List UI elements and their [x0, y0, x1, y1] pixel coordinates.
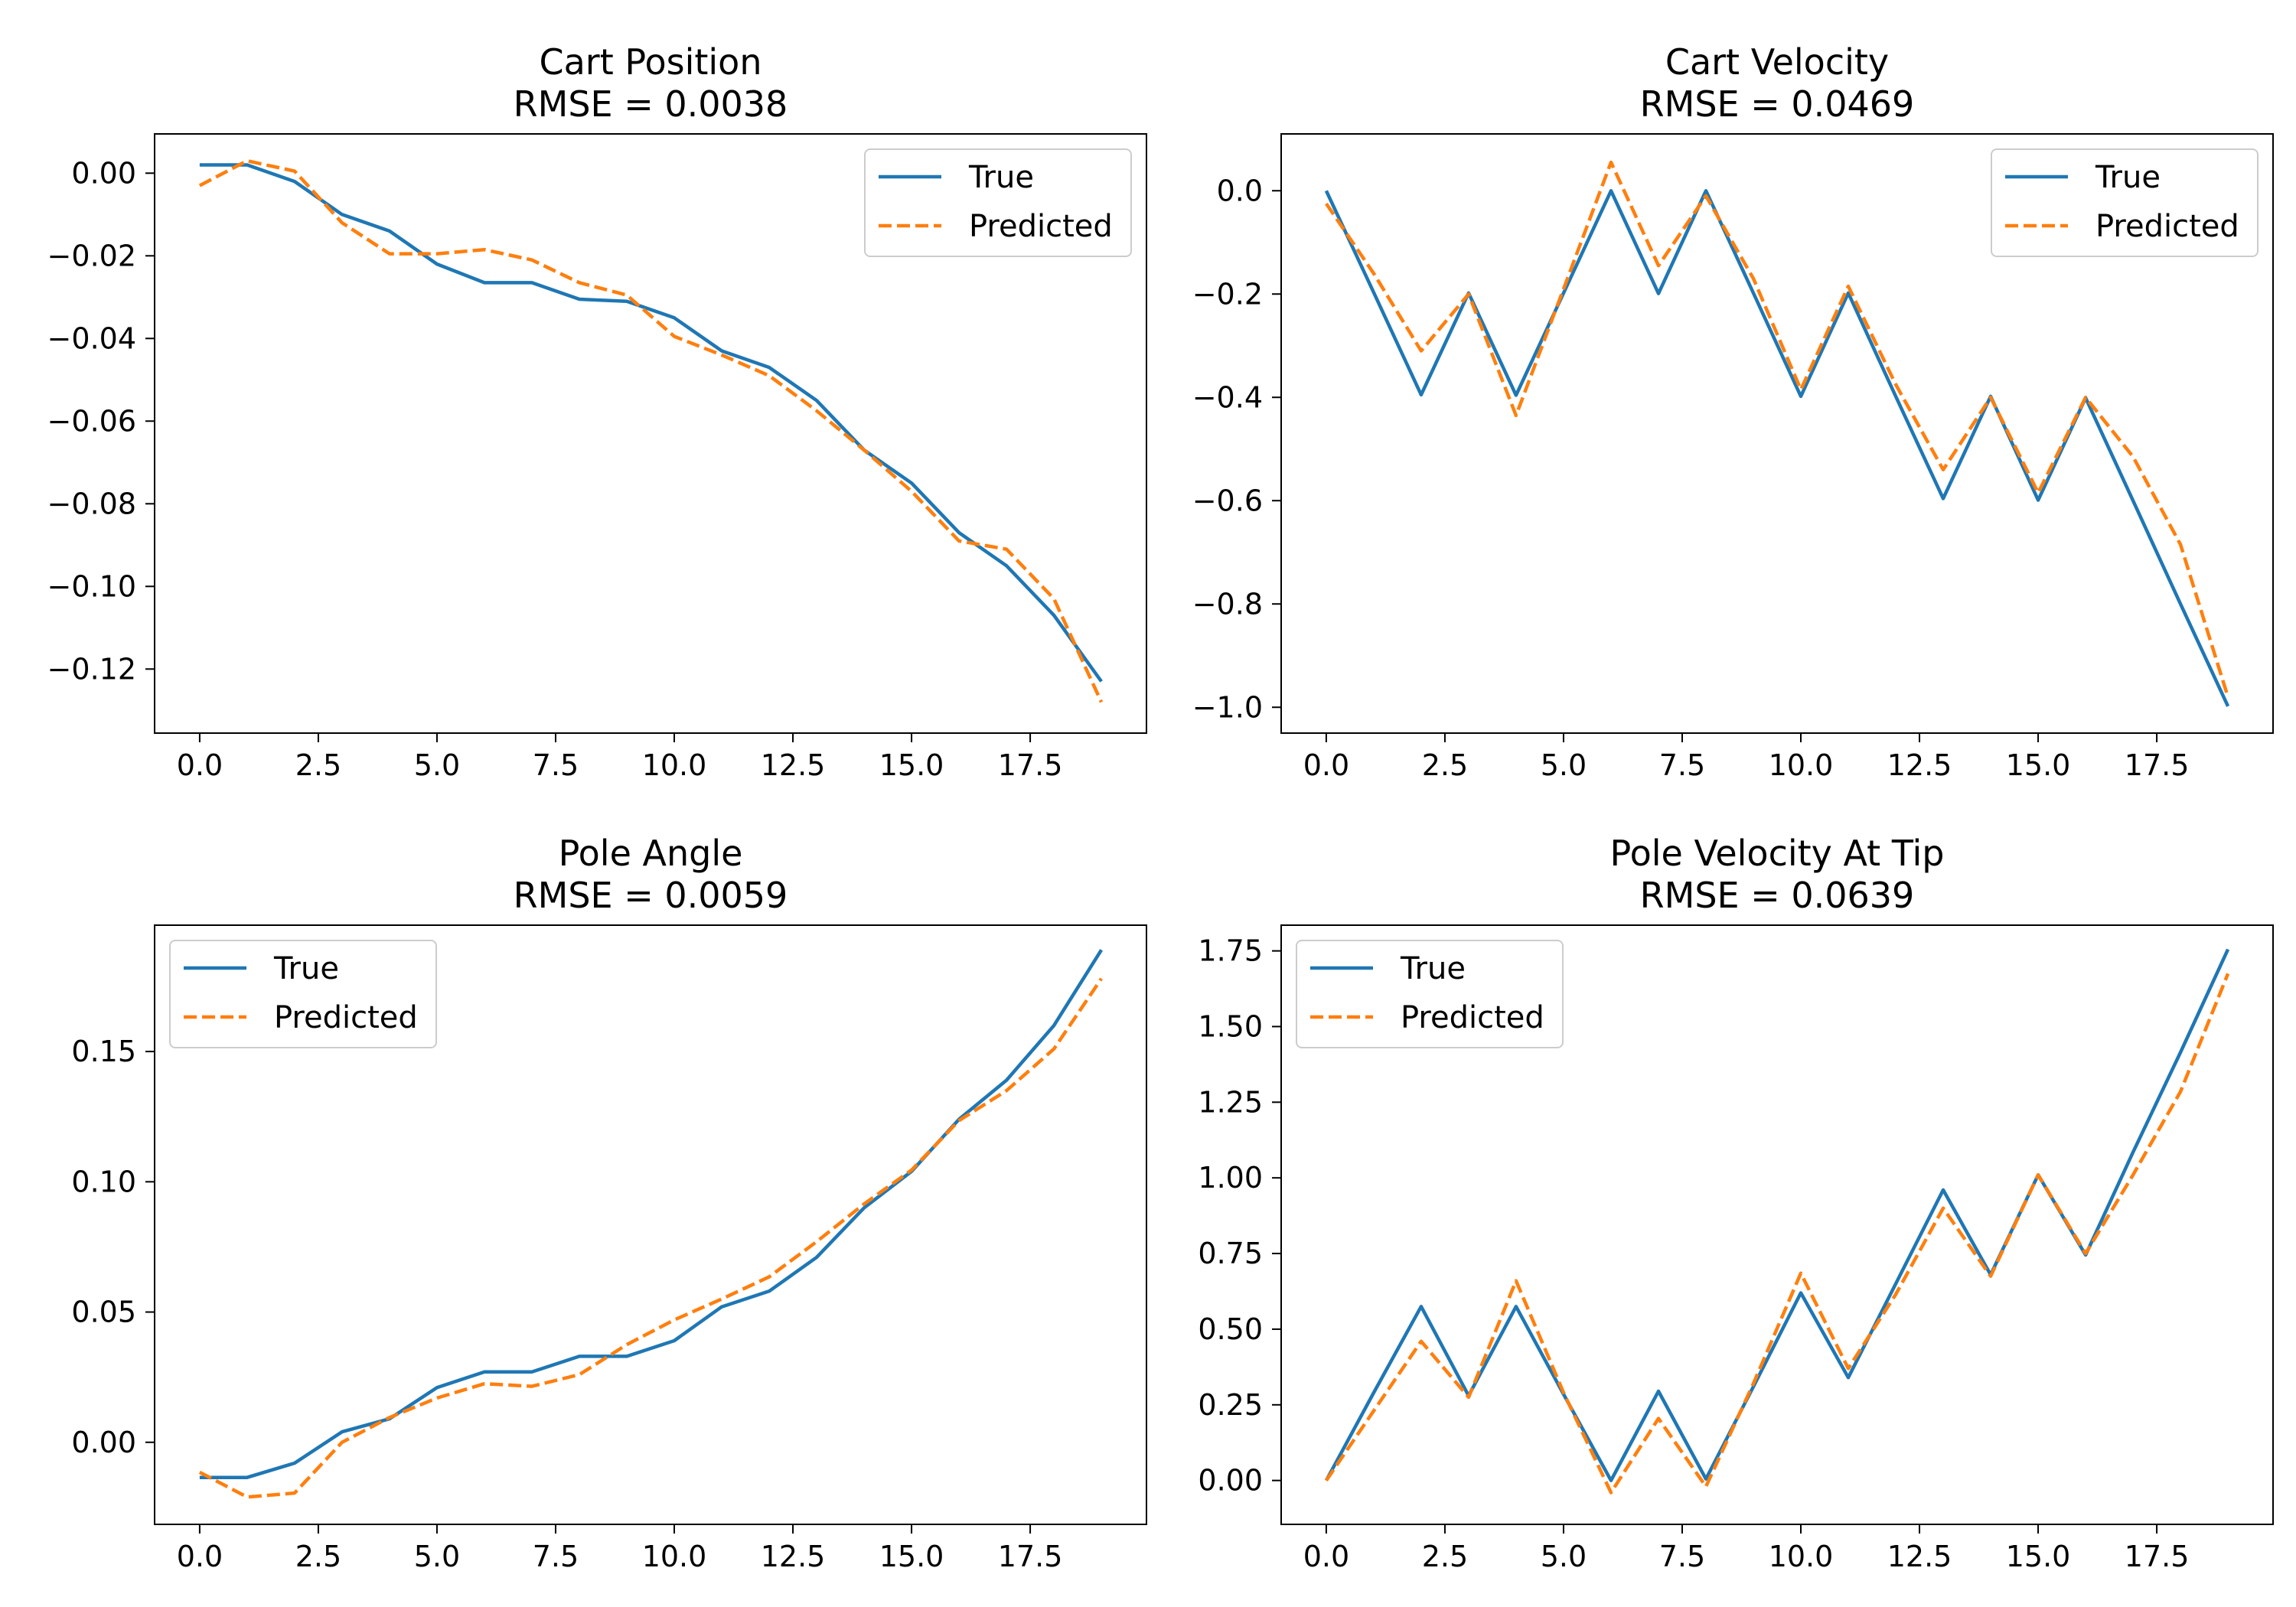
y-tick-label: 0.00 — [1198, 1464, 1263, 1498]
plot-frame — [154, 133, 1147, 734]
chart-title: Pole Angle — [559, 833, 743, 874]
x-tick-label: 10.0 — [1769, 748, 1834, 782]
y-tick-label: 0.15 — [71, 1035, 136, 1068]
y-tick-label: 0.00 — [71, 156, 136, 190]
y-tick-label: −0.10 — [47, 569, 136, 603]
x-tick-label: 2.5 — [295, 1540, 341, 1573]
chart-title: Cart Velocity — [1665, 41, 1889, 83]
y-tick-label: −0.12 — [47, 652, 136, 686]
legend: True Predicted — [864, 148, 1132, 257]
x-tick-label: 12.5 — [761, 748, 826, 782]
x-tick-label: 5.0 — [414, 748, 460, 782]
x-tick-label: 7.5 — [1659, 748, 1705, 782]
x-tick-label: 17.5 — [998, 1540, 1063, 1573]
legend-label-predicted: Predicted — [969, 209, 1113, 244]
y-tick-label: 0.50 — [1198, 1312, 1263, 1346]
x-tick-label: 15.0 — [879, 1540, 944, 1573]
chart-subtitle: RMSE = 0.0469 — [1640, 83, 1915, 125]
x-tick-label: 5.0 — [1541, 1540, 1587, 1573]
y-tick-label: 0.75 — [1198, 1237, 1263, 1270]
y-tick-label: −1.0 — [1192, 690, 1263, 724]
y-tick-label: −0.06 — [47, 404, 136, 438]
chart-title: Cart Position — [540, 41, 762, 83]
y-tick-label: −0.4 — [1192, 380, 1263, 414]
y-tick-label: 0.25 — [1198, 1388, 1263, 1422]
x-tick-label: 10.0 — [642, 748, 707, 782]
series-line-predicted — [1325, 973, 2230, 1495]
x-tick-label: 12.5 — [1887, 1540, 1952, 1573]
chart-subtitle: RMSE = 0.0639 — [1640, 875, 1915, 916]
x-tick-label: 5.0 — [414, 1540, 460, 1573]
plot-frame — [154, 924, 1147, 1525]
y-tick-label: 1.25 — [1198, 1085, 1263, 1119]
y-tick-label: 0.0 — [1217, 174, 1263, 207]
x-tick-label: 7.5 — [533, 1540, 579, 1573]
chart-subtitle: RMSE = 0.0038 — [514, 83, 788, 125]
x-tick-label: 12.5 — [761, 1540, 826, 1573]
series-line-true — [1324, 189, 2230, 707]
plot-frame — [1280, 133, 2274, 734]
x-tick-label: 2.5 — [1422, 1540, 1468, 1573]
x-tick-label: 15.0 — [2006, 748, 2071, 782]
legend: True Predicted — [1991, 148, 2258, 257]
x-tick-label: 7.5 — [533, 748, 579, 782]
legend-label-true: True — [273, 951, 339, 986]
legend-label-true: True — [1400, 951, 1466, 986]
chart-subtitle: RMSE = 0.0059 — [514, 875, 788, 916]
y-tick-label: 0.10 — [71, 1165, 136, 1198]
x-tick-label: 17.5 — [2125, 1540, 2190, 1573]
legend-label-predicted: Predicted — [1401, 1000, 1544, 1035]
x-tick-label: 17.5 — [998, 748, 1063, 782]
x-tick-label: 7.5 — [1659, 1540, 1705, 1573]
series-line-predicted — [198, 977, 1103, 1499]
legend: True Predicted — [169, 940, 437, 1048]
x-tick-label: 0.0 — [177, 1540, 223, 1573]
legend-label-predicted: Predicted — [2095, 209, 2239, 244]
y-tick-label: 1.00 — [1198, 1161, 1263, 1195]
x-tick-label: 10.0 — [1769, 1540, 1834, 1573]
x-tick-label: 15.0 — [879, 748, 944, 782]
x-tick-label: 0.0 — [1303, 748, 1349, 782]
x-tick-label: 2.5 — [1422, 748, 1468, 782]
series-line-true — [199, 163, 1103, 683]
y-tick-label: 1.50 — [1198, 1009, 1263, 1043]
y-tick-label: −0.8 — [1192, 587, 1263, 621]
x-tick-label: 0.0 — [177, 748, 223, 782]
legend-label-true: True — [2095, 160, 2161, 195]
series-line-predicted — [1325, 160, 2230, 698]
x-tick-label: 2.5 — [295, 748, 341, 782]
y-tick-label: −0.02 — [47, 239, 136, 272]
y-tick-label: −0.6 — [1192, 484, 1263, 517]
x-tick-label: 15.0 — [2006, 1540, 2071, 1573]
y-tick-label: −0.08 — [47, 487, 136, 520]
plot-frame — [1280, 924, 2274, 1525]
x-tick-label: 0.0 — [1303, 1540, 1349, 1573]
y-tick-label: 1.75 — [1198, 934, 1263, 968]
legend: True Predicted — [1296, 940, 1564, 1048]
x-tick-label: 17.5 — [2125, 748, 2190, 782]
y-tick-label: 0.05 — [71, 1296, 136, 1329]
y-tick-label: −0.04 — [47, 321, 136, 355]
x-tick-label: 12.5 — [1887, 748, 1952, 782]
legend-label-true: True — [968, 160, 1034, 195]
x-tick-label: 10.0 — [642, 1540, 707, 1573]
x-tick-label: 5.0 — [1541, 748, 1587, 782]
y-tick-label: −0.2 — [1192, 277, 1263, 311]
y-tick-label: 0.00 — [71, 1426, 136, 1459]
legend-label-predicted: Predicted — [274, 1000, 418, 1035]
chart-title: Pole Velocity At Tip — [1610, 833, 1945, 874]
series-line-predicted — [198, 158, 1104, 703]
